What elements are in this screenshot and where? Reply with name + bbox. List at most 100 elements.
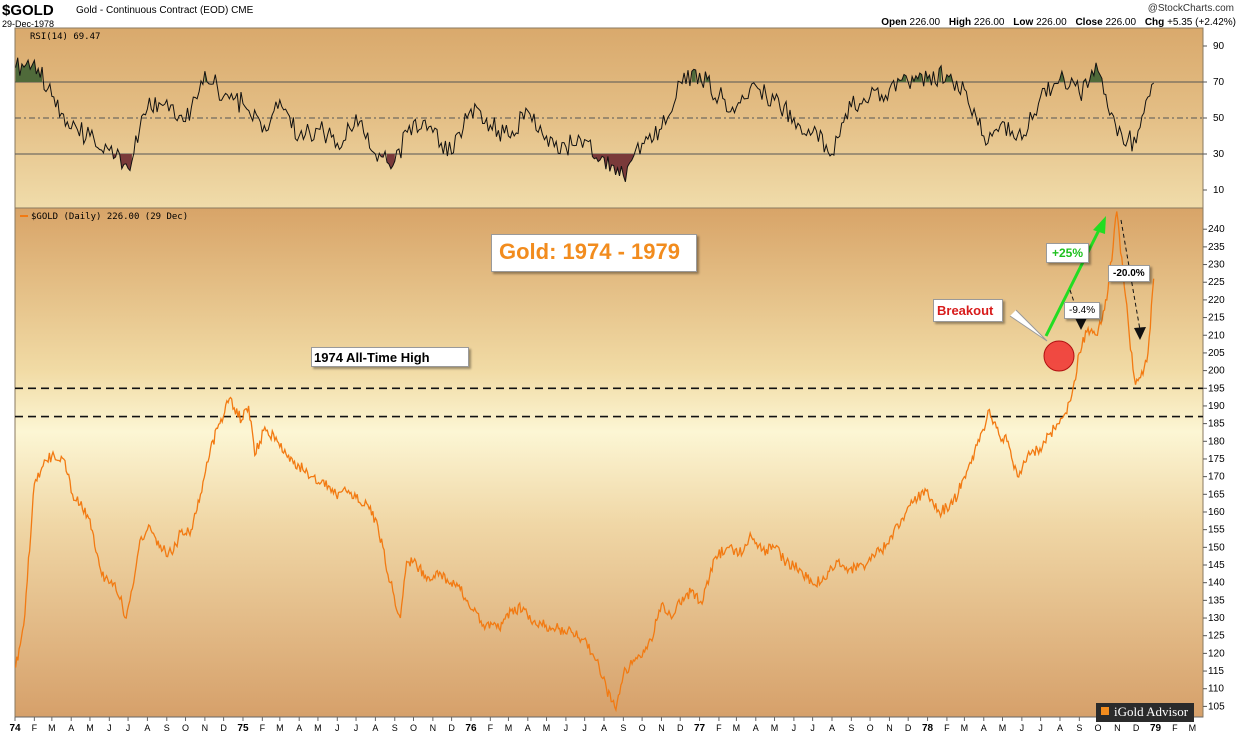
price-panel-label: $GOLD (Daily) 226.00 (29 Dec) <box>20 212 188 222</box>
x-tick-label: S <box>620 723 626 733</box>
chart-description: Gold - Continuous Contract (EOD) CME <box>76 5 253 16</box>
watermark-logo-icon <box>1101 707 1109 715</box>
x-tick-label: S <box>392 723 398 733</box>
price-tick-label: 205 <box>1208 348 1225 359</box>
exchange-text: CME <box>231 5 254 16</box>
x-tick-label: M <box>505 723 513 733</box>
x-tick-label: F <box>260 723 266 733</box>
x-tick-label: J <box>1038 723 1043 733</box>
breakout-annotation: Breakout <box>933 299 1004 322</box>
rsi-panel-label: RSI(14) 69.47 <box>30 32 100 42</box>
x-tick-label: J <box>107 723 112 733</box>
x-tick-label: M <box>961 723 969 733</box>
price-tick-label: 115 <box>1208 666 1224 677</box>
plus25-arrow <box>1044 227 1102 337</box>
price-tick-label: 165 <box>1208 489 1225 500</box>
x-tick-label: J <box>810 723 815 733</box>
x-tick-label: M <box>771 723 779 733</box>
x-axis: 74 F M A M J J A S O N D 75 F M A M J J A S O N D 76 F M A M J J A S O N D 7… <box>9 716 1203 734</box>
x-tick-label: F <box>944 723 950 733</box>
price-tick-label: 120 <box>1208 648 1225 659</box>
price-tick-label: 190 <box>1208 401 1225 412</box>
price-tick-label: 220 <box>1208 295 1225 306</box>
x-tick-label: M <box>276 723 284 733</box>
rsi-series-line <box>15 57 1155 182</box>
price-tick-label: 175 <box>1208 454 1225 465</box>
rsi-overbought-area <box>897 74 907 82</box>
open-value: 226.00 <box>909 17 941 28</box>
x-tick-label: M <box>1189 723 1197 733</box>
x-tick-label: 79 <box>1150 723 1162 734</box>
x-tick-label: A <box>525 723 531 733</box>
breakout-circle <box>1043 340 1075 372</box>
low-label: Low <box>1013 17 1034 28</box>
description-text: Gold - Continuous Contract (EOD) <box>76 5 229 16</box>
igold-watermark: iGold Advisor <box>1096 703 1195 722</box>
x-tick-label: M <box>314 723 322 733</box>
chart-symbol: $GOLD <box>2 2 54 19</box>
price-tick-label: 235 <box>1208 242 1225 253</box>
x-tick-label: D <box>448 723 455 733</box>
x-tick-label: A <box>372 723 378 733</box>
price-tick-label: 170 <box>1208 472 1225 483</box>
minus20-annotation: -20.0% <box>1108 265 1150 282</box>
price-tick-label: 105 <box>1208 701 1225 712</box>
price-series-line <box>14 211 1155 713</box>
rsi-tick-label: 10 <box>1213 185 1225 196</box>
low-value: 226.00 <box>1036 17 1067 28</box>
x-tick-label: J <box>1020 723 1025 733</box>
price-tick-label: 130 <box>1208 613 1225 624</box>
x-tick-label: 78 <box>922 723 934 734</box>
x-tick-label: O <box>410 723 417 733</box>
x-tick-label: A <box>296 723 302 733</box>
x-tick-label: D <box>677 723 684 733</box>
minus94-arrowhead <box>1075 318 1087 330</box>
open-label: Open <box>881 17 907 28</box>
x-tick-label: 74 <box>9 723 21 734</box>
plus25-arrowhead <box>1093 216 1106 234</box>
x-tick-label: J <box>564 723 569 733</box>
x-tick-label: F <box>1172 723 1178 733</box>
x-tick-label: A <box>753 723 759 733</box>
chg-label: Chg <box>1144 17 1165 28</box>
price-tick-label: 110 <box>1208 684 1224 695</box>
x-tick-label: A <box>144 723 150 733</box>
chg-value: +5.35 (+2.42%) <box>1167 17 1236 28</box>
price-tick-label: 145 <box>1208 560 1225 571</box>
rsi-tick-label: 70 <box>1213 77 1225 88</box>
x-tick-label: N <box>1114 723 1121 733</box>
minus20-arrowhead <box>1134 327 1146 340</box>
x-tick-label: F <box>32 723 38 733</box>
x-tick-label: M <box>543 723 551 733</box>
x-tick-label: J <box>335 723 340 733</box>
x-tick-label: D <box>1133 723 1140 733</box>
high-value: 226.00 <box>973 17 1005 28</box>
x-tick-label: A <box>1057 723 1063 733</box>
price-label-text: $GOLD (Daily) 226.00 (29 Dec) <box>31 212 188 222</box>
x-tick-label: M <box>733 723 741 733</box>
x-tick-label: J <box>126 723 131 733</box>
price-tick-label: 230 <box>1208 260 1225 271</box>
close-label: Close <box>1075 17 1103 28</box>
price-tick-label: 225 <box>1208 277 1225 288</box>
x-tick-label: A <box>981 723 987 733</box>
price-tick-label: 240 <box>1208 224 1225 235</box>
price-tick-label: 215 <box>1208 313 1225 324</box>
rsi-tick-label: 50 <box>1213 113 1225 124</box>
rsi-y-axis: 10 30 50 70 90 <box>1203 41 1225 196</box>
rsi-tick-label: 90 <box>1213 41 1225 52</box>
price-y-axis: 105 110 115 120 125 130 135 140 145 150 155 160 165 1… <box>1203 224 1225 712</box>
rsi-label-text: RSI(14) 69.47 <box>30 32 100 42</box>
x-tick-label: M <box>48 723 56 733</box>
price-tick-label: 125 <box>1208 631 1225 642</box>
x-tick-label: 76 <box>465 723 477 734</box>
x-tick-label: J <box>582 723 587 733</box>
rsi-overbought-area <box>1060 71 1064 82</box>
minus20-arrow <box>1120 219 1141 331</box>
x-tick-label: N <box>202 723 209 733</box>
x-tick-label: D <box>220 723 227 733</box>
price-tick-label: 200 <box>1208 366 1225 377</box>
rsi-oversold-area <box>113 154 116 159</box>
x-tick-label: N <box>658 723 665 733</box>
